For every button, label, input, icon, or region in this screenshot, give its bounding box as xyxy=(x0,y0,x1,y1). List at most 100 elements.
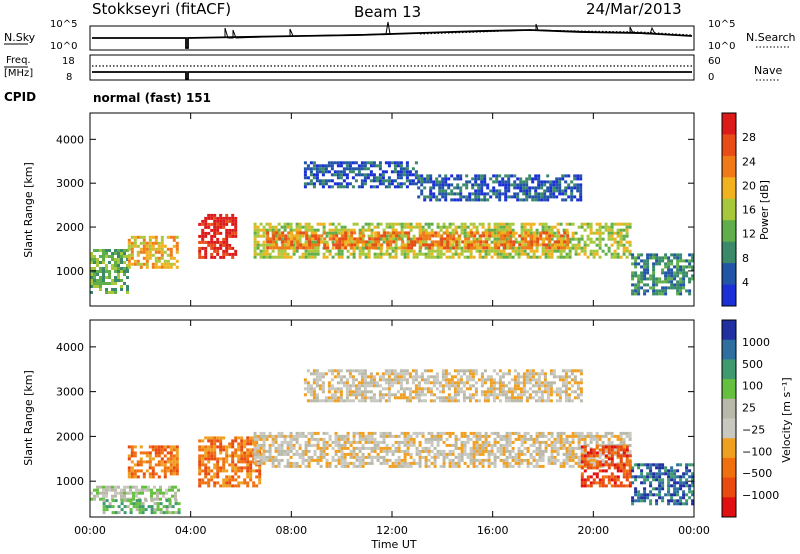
heatmap-cell xyxy=(396,161,400,165)
heatmap-cell xyxy=(127,472,131,476)
heatmap-cell xyxy=(96,494,99,498)
heatmap-cell xyxy=(504,189,508,193)
heatmap-cell xyxy=(454,464,458,468)
heatmap-cell xyxy=(213,481,217,485)
heatmap-cell xyxy=(436,431,440,435)
heatmap-cell xyxy=(330,167,334,171)
heatmap-cell xyxy=(259,255,263,259)
heatmap-cell xyxy=(120,267,123,270)
heatmap-cell xyxy=(142,460,146,464)
heatmap-cell xyxy=(417,375,421,379)
heatmap-cell xyxy=(544,249,548,253)
heatmap-cell xyxy=(566,246,570,250)
heatmap-cell xyxy=(562,437,566,441)
heatmap-cell xyxy=(664,256,668,260)
heatmap-cell xyxy=(523,225,527,229)
heatmap-cell xyxy=(631,262,635,266)
heatmap-cell xyxy=(640,271,644,275)
heatmap-cell xyxy=(408,393,412,397)
heatmap-cell xyxy=(610,431,614,435)
heatmap-cell xyxy=(262,440,266,444)
heatmap-cell xyxy=(324,170,328,174)
heatmap-cell xyxy=(535,437,539,441)
heatmap-cell xyxy=(408,372,412,376)
heatmap-cell xyxy=(289,228,293,232)
heatmap-cell xyxy=(505,222,509,226)
heatmap-cell xyxy=(511,255,515,259)
heatmap-cell xyxy=(268,455,272,459)
heatmap-cell xyxy=(253,252,257,256)
heatmap-cell xyxy=(126,485,129,489)
heatmap-cell xyxy=(441,183,445,187)
heatmap-cell xyxy=(105,270,108,273)
heatmap-cell xyxy=(531,375,535,379)
heatmap-cell xyxy=(417,393,421,397)
heatmap-cell xyxy=(385,446,389,450)
heatmap-cell xyxy=(117,273,120,276)
heatmap-cell xyxy=(379,434,383,438)
heatmap-cell xyxy=(643,463,647,467)
heatmap-cell xyxy=(341,243,345,247)
heatmap-cell xyxy=(315,375,319,379)
heatmap-cell xyxy=(136,235,140,239)
heatmap-cell xyxy=(130,235,134,239)
heatmap-cell xyxy=(494,246,498,250)
heatmap-cell xyxy=(562,255,566,259)
heatmap-cell xyxy=(385,249,389,253)
heatmap-cell xyxy=(409,455,413,459)
heatmap-cell xyxy=(640,280,644,284)
heatmap-cell xyxy=(225,469,229,473)
heatmap-cell xyxy=(546,195,550,199)
heatmap-cell xyxy=(658,484,662,488)
heatmap-cell xyxy=(340,252,344,256)
heatmap-cell xyxy=(477,378,481,382)
heatmap-cell xyxy=(388,252,392,256)
heatmap-cell xyxy=(359,237,363,241)
heatmap-cell xyxy=(354,369,358,373)
heatmap-cell xyxy=(516,393,520,397)
heatmap-cell xyxy=(374,231,378,235)
heatmap-cell xyxy=(295,437,299,441)
heatmap-cell xyxy=(343,243,347,247)
heatmap-cell xyxy=(318,179,322,183)
heatmap-cell xyxy=(435,198,439,202)
heatmap-cell xyxy=(619,222,623,226)
heatmap-cell xyxy=(655,277,659,281)
heatmap-cell xyxy=(408,387,412,391)
heatmap-cell xyxy=(160,463,164,467)
heatmap-cell xyxy=(424,449,428,453)
heatmap-cell xyxy=(150,508,154,512)
heatmap-cell xyxy=(108,502,112,506)
heatmap-cell xyxy=(544,228,548,232)
heatmap-cell xyxy=(419,246,423,250)
heatmap-cell xyxy=(526,446,530,450)
heatmap-cell xyxy=(570,180,574,184)
heatmap-cell xyxy=(207,469,211,473)
heatmap-cell xyxy=(381,179,385,183)
heatmap-cell xyxy=(676,274,680,278)
heatmap-cell xyxy=(385,461,389,465)
heatmap-cell xyxy=(237,475,241,479)
heatmap-cell xyxy=(102,273,105,276)
heatmap-cell xyxy=(148,244,152,248)
heatmap-cell xyxy=(459,387,463,391)
heatmap-cell xyxy=(637,277,641,281)
heatmap-cell xyxy=(219,469,223,473)
heatmap-cell xyxy=(321,170,325,174)
heatmap-cell xyxy=(231,475,235,479)
heatmap-cell xyxy=(274,434,278,438)
heatmap-cell xyxy=(613,451,617,455)
heatmap-cell xyxy=(565,449,569,453)
heatmap-cell xyxy=(369,170,373,174)
heatmap-cell xyxy=(361,443,365,447)
heatmap-cell xyxy=(123,261,126,264)
heatmap-cell xyxy=(529,455,533,459)
heatmap-cell xyxy=(222,216,226,220)
heatmap-cell xyxy=(219,255,223,259)
heatmap-cell xyxy=(274,458,278,462)
heatmap-cell xyxy=(501,390,505,394)
heatmap-cell xyxy=(210,469,214,473)
heatmap-cell xyxy=(595,463,599,467)
heatmap-cell xyxy=(541,246,545,250)
heatmap-cell xyxy=(580,431,584,435)
